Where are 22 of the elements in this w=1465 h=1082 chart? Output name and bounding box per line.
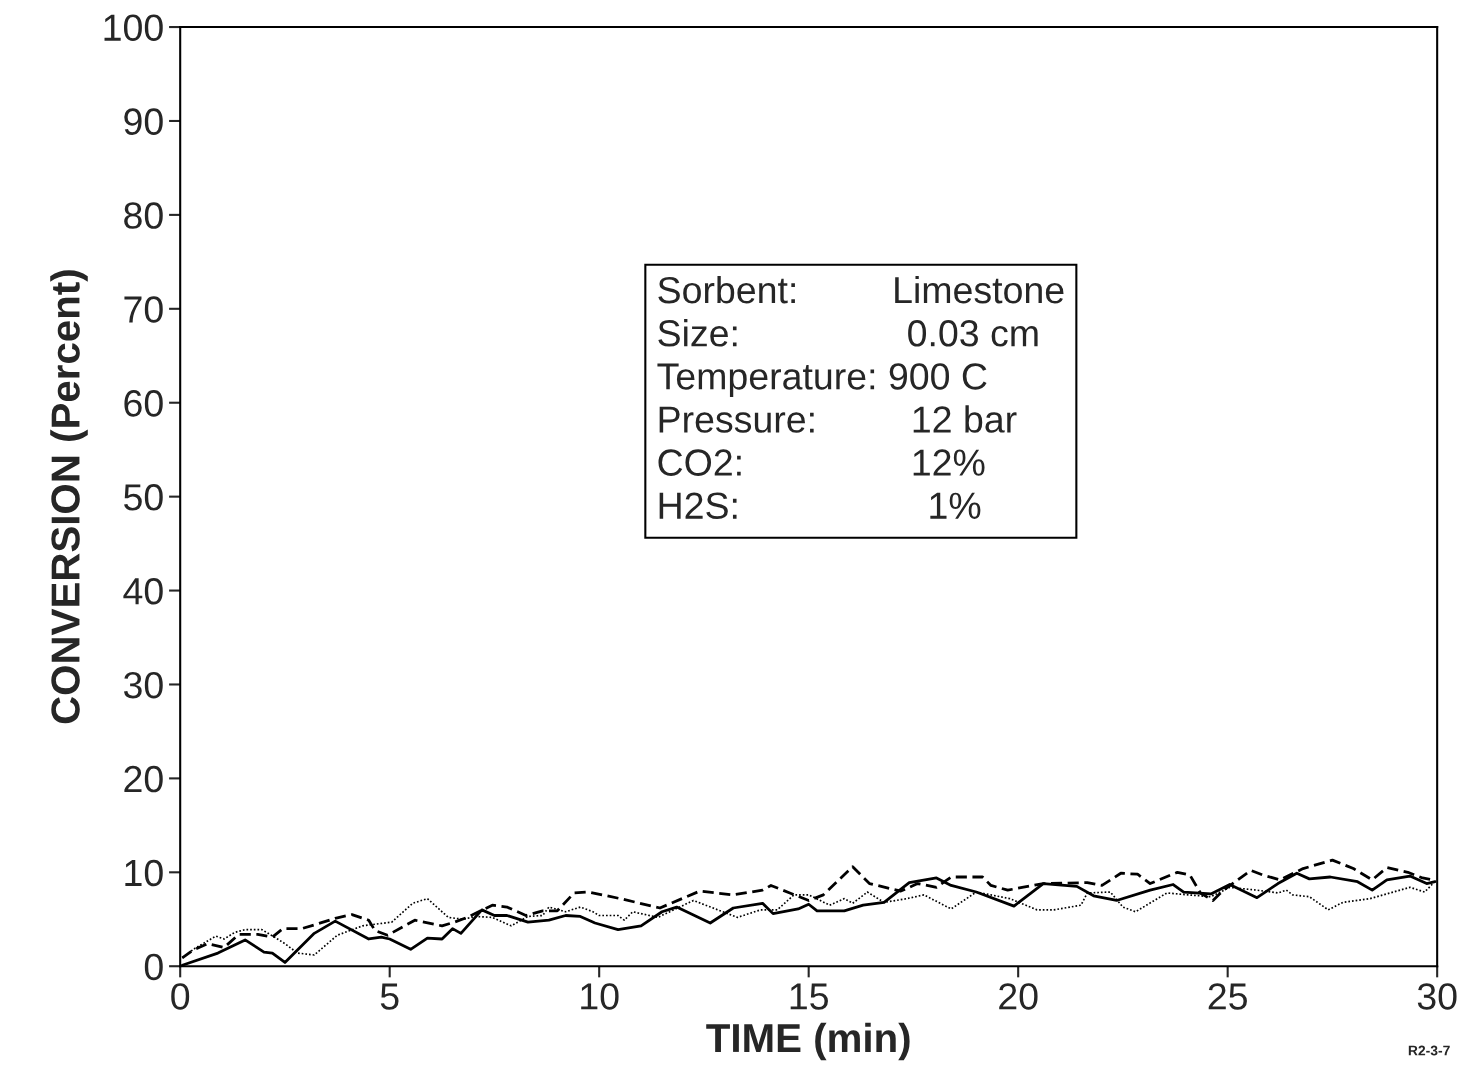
x-tick-label: 25 — [1208, 983, 1247, 1010]
y-tick-label: 0 — [144, 953, 163, 981]
y-tick-label: 80 — [124, 202, 163, 229]
x-tick-label: 15 — [790, 983, 828, 1010]
x-axis-title: TIME (min) — [706, 1022, 910, 1061]
x-tick-label: 0 — [171, 983, 190, 1010]
x-tick-label: 5 — [380, 983, 399, 1010]
y-tick-label: 60 — [124, 390, 163, 417]
y-tick-label: 30 — [123, 671, 163, 699]
text: R2-3-7 — [1408, 1045, 1450, 1056]
y-tick-label: 40 — [123, 577, 163, 605]
y-tick-label: 70 — [124, 296, 163, 323]
x-tick-label: 30 — [1417, 983, 1457, 1010]
y-tick-label: 10 — [125, 859, 163, 887]
x-tick-label: 10 — [581, 983, 619, 1010]
y-tick-label: 90 — [124, 108, 163, 135]
x-tick-label: 20 — [999, 983, 1038, 1010]
y-tick-label: 20 — [124, 765, 163, 793]
annotation: Sorbent: Limestone Size: 0.03 cm Temperature: 900 C Pressure: 12 bar CO2: 12% H2S: 1% — [657, 275, 1064, 520]
y-axis-title: CONVERSION (Percent) — [50, 270, 88, 724]
y-tick-label: 100 — [104, 14, 163, 42]
y-tick-label: 50 — [124, 484, 163, 511]
